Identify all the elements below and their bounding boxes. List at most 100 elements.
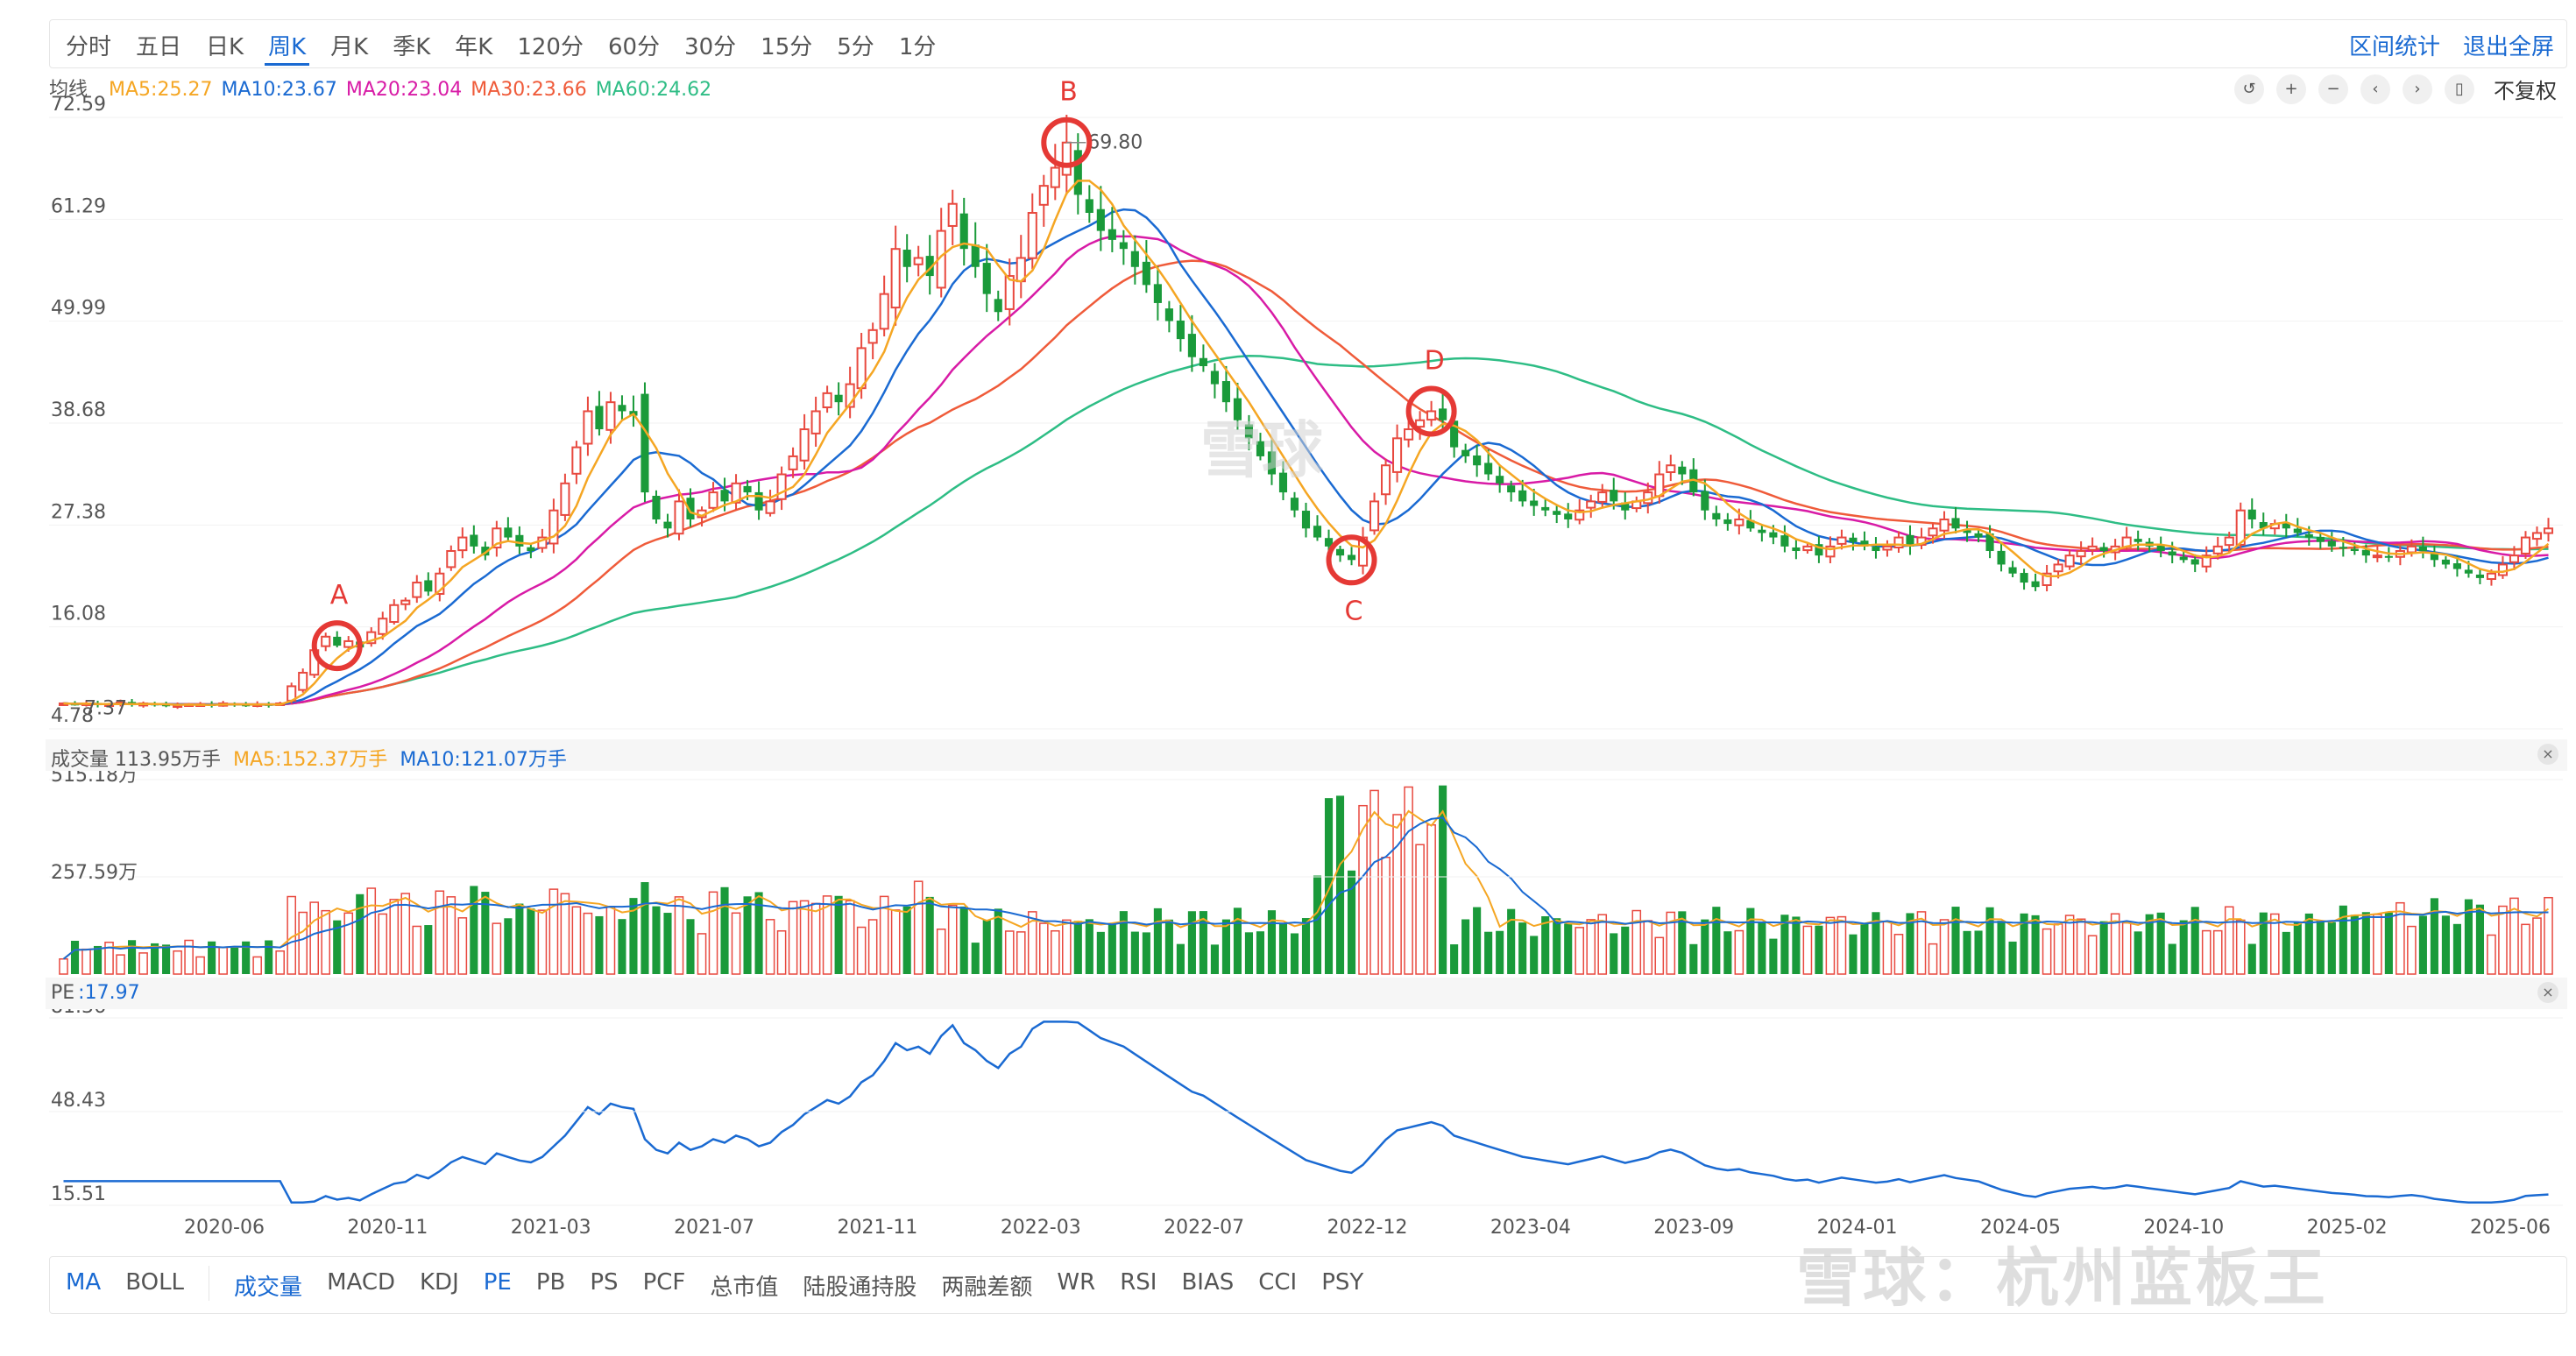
volume-bar <box>1631 909 1642 975</box>
indicator-11[interactable]: 两融差额 <box>941 1275 1033 1301</box>
volume-bar <box>2282 931 2290 974</box>
adjust-mode[interactable]: 不复权 <box>2494 79 2557 103</box>
indicator-6[interactable]: PB <box>535 1269 566 1296</box>
candle-body <box>2475 574 2484 578</box>
candle-body <box>1734 518 1744 526</box>
volume-bar <box>70 941 80 974</box>
chevron-left-icon[interactable]: ‹ <box>2360 74 2390 104</box>
candle-body <box>400 599 411 605</box>
candle-body <box>1256 441 1265 456</box>
tab-7[interactable]: 120分 <box>517 34 584 60</box>
candle-body <box>810 410 821 434</box>
volume-bar <box>1108 923 1116 974</box>
candle-body <box>2339 547 2347 549</box>
volume-bar <box>265 940 273 974</box>
volume-bar <box>1666 911 1676 975</box>
indicator-0[interactable]: MA <box>66 1269 102 1296</box>
tab-6[interactable]: 年K <box>455 34 493 60</box>
candle-body <box>2543 527 2554 534</box>
volume-bar <box>1278 923 1288 974</box>
candle-style-icon[interactable]: ▯ <box>2445 74 2474 104</box>
tab-3[interactable]: 周K <box>265 27 310 66</box>
indicator-9[interactable]: 总市值 <box>710 1275 779 1301</box>
close-volume-icon[interactable]: × <box>2537 744 2558 765</box>
volume-bar <box>2224 906 2234 975</box>
candle-body <box>776 473 787 500</box>
volume-bar <box>1621 926 1630 974</box>
indicator-4[interactable]: KDJ <box>420 1269 459 1296</box>
indicator-7[interactable]: PS <box>590 1269 619 1296</box>
tab-0[interactable]: 分时 <box>66 34 112 60</box>
indicator-2[interactable]: 成交量 <box>234 1275 303 1301</box>
tab-4[interactable]: 月K <box>330 34 369 60</box>
candle-body <box>1815 544 1823 556</box>
zoom-in-icon[interactable]: + <box>2276 74 2306 104</box>
candle-body <box>1541 506 1550 511</box>
volume-bar <box>492 922 502 975</box>
volume-bar <box>2259 912 2268 974</box>
candle-body <box>571 446 582 475</box>
tab-12[interactable]: 1分 <box>898 34 937 60</box>
candle-body <box>1027 212 1037 259</box>
indicator-14[interactable]: BIAS <box>1181 1269 1235 1296</box>
tab-10[interactable]: 15分 <box>761 34 813 60</box>
price-axis: 72.59 61.29 49.99 38.68 27.38 16.08 4.78 <box>51 94 106 727</box>
indicator-16[interactable]: PSY <box>1321 1269 1364 1296</box>
indicator-10[interactable]: 陆股通持股 <box>803 1275 917 1301</box>
volume-bar <box>1153 908 1162 974</box>
tab-8[interactable]: 60分 <box>607 34 661 60</box>
candle-body <box>2486 572 2497 581</box>
volume-bar <box>2110 913 2120 975</box>
volume-bar <box>1575 927 1585 975</box>
tab-5[interactable]: 季K <box>393 34 431 60</box>
exit-fullscreen-link[interactable]: 退出全屏 <box>2462 34 2554 60</box>
candle-body <box>834 394 843 403</box>
volume-bar <box>1723 931 1732 974</box>
indicator-13[interactable]: RSI <box>1120 1269 1157 1296</box>
tab-11[interactable]: 5分 <box>837 34 874 60</box>
interval-stats-link[interactable]: 区间统计 <box>2348 34 2440 60</box>
indicator-1[interactable]: BOLL <box>125 1269 185 1296</box>
tab-9[interactable]: 30分 <box>684 34 737 60</box>
volume-bar <box>1825 916 1836 975</box>
chevron-right-icon[interactable]: › <box>2403 74 2432 104</box>
volume-bar <box>605 906 616 975</box>
zoom-out-icon[interactable]: − <box>2318 74 2348 104</box>
volume-bar <box>2532 917 2542 975</box>
volume-bar <box>2475 904 2484 974</box>
volume-bar <box>1439 785 1447 974</box>
volume-bar <box>834 895 843 974</box>
volume-bar <box>2407 925 2417 975</box>
volume-bar <box>1939 919 1950 975</box>
volume-bar <box>333 920 342 974</box>
indicator-5[interactable]: PE <box>483 1269 512 1296</box>
candle-body <box>2099 547 2108 552</box>
volume-bar <box>618 919 626 974</box>
ma20-line <box>63 235 2549 706</box>
candle-body <box>321 635 331 647</box>
close-pe-icon[interactable]: × <box>2537 982 2558 1003</box>
undo-icon[interactable]: ↺ <box>2234 74 2264 104</box>
volume-bar <box>1267 910 1277 974</box>
indicator-12[interactable]: WR <box>1057 1269 1096 1296</box>
candle-body <box>640 393 649 493</box>
candle-body <box>1836 536 1847 545</box>
volume-bar <box>309 901 320 975</box>
tab-1[interactable]: 五日 <box>136 34 182 60</box>
tab-2[interactable]: 日K <box>206 34 244 60</box>
indicator-3[interactable]: MACD <box>327 1269 395 1296</box>
volume-bar <box>527 908 535 974</box>
candle-body <box>583 410 593 445</box>
pe-series-path <box>63 1021 2549 1204</box>
volume-bar <box>252 956 262 975</box>
volume-bar <box>2464 899 2473 974</box>
indicator-15[interactable]: CCI <box>1258 1269 1298 1296</box>
candle-body <box>470 534 478 547</box>
x-tick-label: 2022-03 <box>1001 1217 1081 1239</box>
volume-bar <box>890 909 901 975</box>
indicator-8[interactable]: PCF <box>642 1269 686 1296</box>
price-tick-label: 27.38 <box>51 501 106 523</box>
volume-bar <box>457 917 468 975</box>
pe-line <box>63 1021 2549 1204</box>
volume-bar <box>1893 934 1904 975</box>
